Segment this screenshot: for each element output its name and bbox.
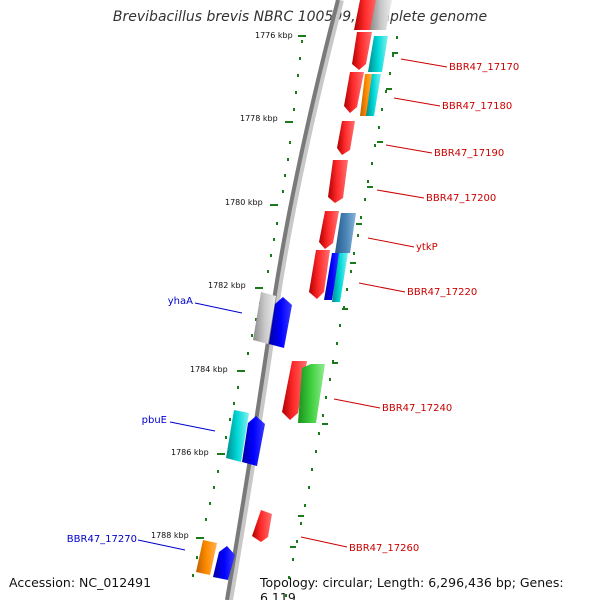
gene-block	[319, 211, 339, 249]
gene-block	[309, 250, 330, 299]
ruler-dots	[192, 36, 398, 597]
gene-block	[335, 213, 356, 253]
accession-text: Accession: NC_012491	[9, 575, 152, 590]
gene-block	[352, 32, 372, 70]
gene-block	[337, 121, 355, 155]
ruler-label: 1782 kbp	[208, 281, 246, 290]
ruler-label: 1778 kbp	[240, 114, 278, 123]
ruler-label: 1780 kbp	[225, 198, 263, 207]
gene-features-left	[196, 292, 292, 580]
ruler-label: 1786 kbp	[171, 448, 209, 457]
gene-block	[196, 540, 217, 575]
gene-block	[344, 72, 364, 113]
gene-label: BBR47_17180	[442, 101, 512, 112]
ruler-label: 1788 kbp	[151, 531, 189, 540]
gene-block	[360, 74, 373, 116]
gene-label: BBR47_17270	[67, 534, 137, 545]
gene-label: BBR47_17190	[434, 148, 504, 159]
gene-block	[253, 292, 276, 344]
gene-label: BBR47_17220	[407, 287, 477, 298]
label-leader-lines	[137, 58, 448, 551]
gene-label: BBR47_17240	[382, 403, 452, 414]
gene-block	[328, 160, 348, 203]
gene-block	[282, 361, 307, 420]
gene-label: pbuE	[142, 415, 167, 426]
ruler-ticks	[196, 35, 306, 539]
gene-label: BBR47_17260	[349, 543, 419, 554]
ruler-labels: 1776 kbp 1778 kbp 1780 kbp 1782 kbp 1784…	[151, 31, 293, 540]
gene-labels-right: BBR47_17170 BBR47_17180 BBR47_17190 BBR4…	[349, 62, 519, 554]
gene-block	[298, 364, 325, 423]
ruler-label: 1784 kbp	[190, 365, 228, 374]
gene-block	[252, 510, 272, 542]
gene-block	[368, 36, 388, 72]
gene-label: yhaA	[168, 296, 193, 307]
gene-block	[324, 253, 340, 300]
gene-block	[213, 546, 235, 580]
gene-label: BBR47_17170	[449, 62, 519, 73]
genome-summary-text: Topology: circular; Length: 6,296,436 bp…	[260, 575, 564, 600]
gene-label: BBR47_17200	[426, 193, 496, 204]
ruler-label: 1776 kbp	[255, 31, 293, 40]
gene-label: ytkP	[416, 242, 438, 253]
gene-block	[332, 253, 348, 302]
gene-block	[226, 410, 249, 462]
gene-labels-left: yhaA pbuE BBR47_17270	[67, 296, 193, 545]
gene-block	[366, 74, 381, 116]
map-title: Brevibacillus brevis NBRC 100599, comple…	[112, 9, 488, 25]
gene-block	[269, 297, 292, 348]
gene-features-right	[252, 0, 392, 542]
gene-block	[370, 0, 392, 30]
gene-block	[242, 416, 265, 466]
